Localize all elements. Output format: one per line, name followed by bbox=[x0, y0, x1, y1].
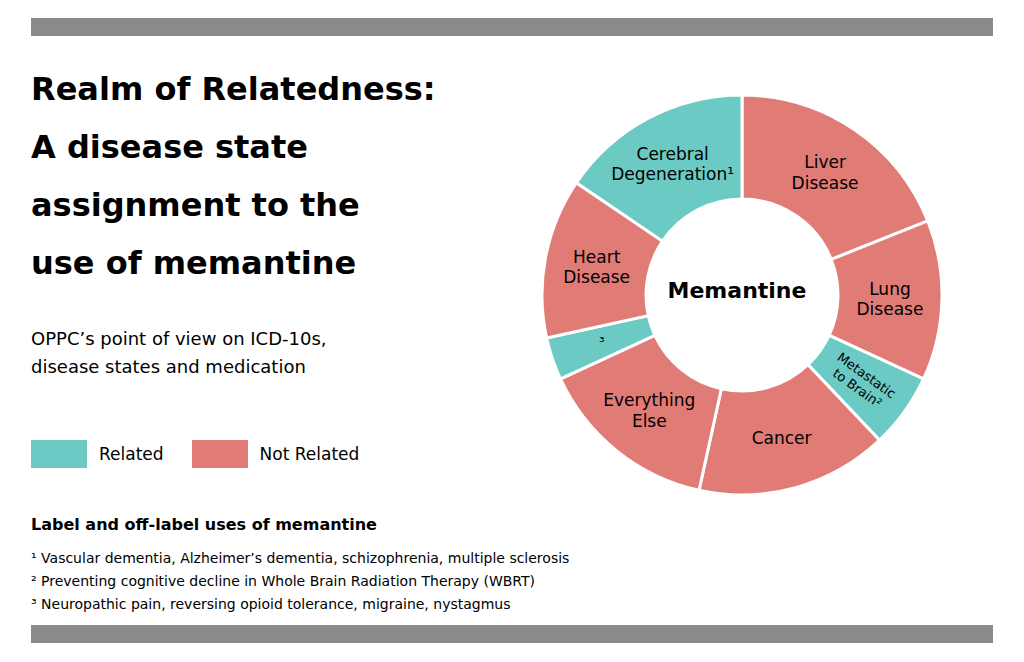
html-text:¹ Vascular dementia, Alzheimer: ¹ Vascular dementia, Alzheimer’s dementi… bbox=[31, 550, 570, 566]
html-text:Not Related: Not Related bbox=[259, 444, 360, 464]
svg-text:Memantine: Memantine bbox=[668, 278, 807, 303]
svg-text:Cancer: Cancer bbox=[752, 428, 812, 448]
svg-text:CerebralDegeneration¹: CerebralDegeneration¹ bbox=[611, 144, 734, 184]
html-text:assignment to the: assignment to the bbox=[31, 186, 360, 224]
svg-text:EverythingElse: EverythingElse bbox=[603, 390, 695, 430]
html-text:Label and off-label uses of me: Label and off-label uses of memantine bbox=[31, 515, 377, 534]
html-text:use of memantine: use of memantine bbox=[31, 244, 357, 282]
svg-text:Metastaticto Brain²: Metastaticto Brain² bbox=[826, 349, 899, 414]
html-text:Realm of Relatedness:: Realm of Relatedness: bbox=[31, 70, 436, 108]
svg-text:LiverDisease: LiverDisease bbox=[792, 152, 859, 192]
svg-text:³: ³ bbox=[599, 334, 605, 350]
html-text:² Preventing cognitive decline: ² Preventing cognitive decline in Whole … bbox=[31, 573, 536, 589]
svg-text:LungDisease: LungDisease bbox=[857, 279, 924, 319]
html-text:disease states and medication: disease states and medication bbox=[31, 355, 306, 377]
html-text:³ Neuropathic pain, reversing: ³ Neuropathic pain, reversing opioid tol… bbox=[31, 596, 511, 612]
html-text:Related: Related bbox=[99, 444, 164, 464]
html-text:OPPC’s point of view on ICD-10: OPPC’s point of view on ICD-10s, bbox=[31, 328, 327, 349]
html-text:A disease state: A disease state bbox=[31, 128, 308, 166]
svg-text:HeartDisease: HeartDisease bbox=[563, 247, 630, 287]
